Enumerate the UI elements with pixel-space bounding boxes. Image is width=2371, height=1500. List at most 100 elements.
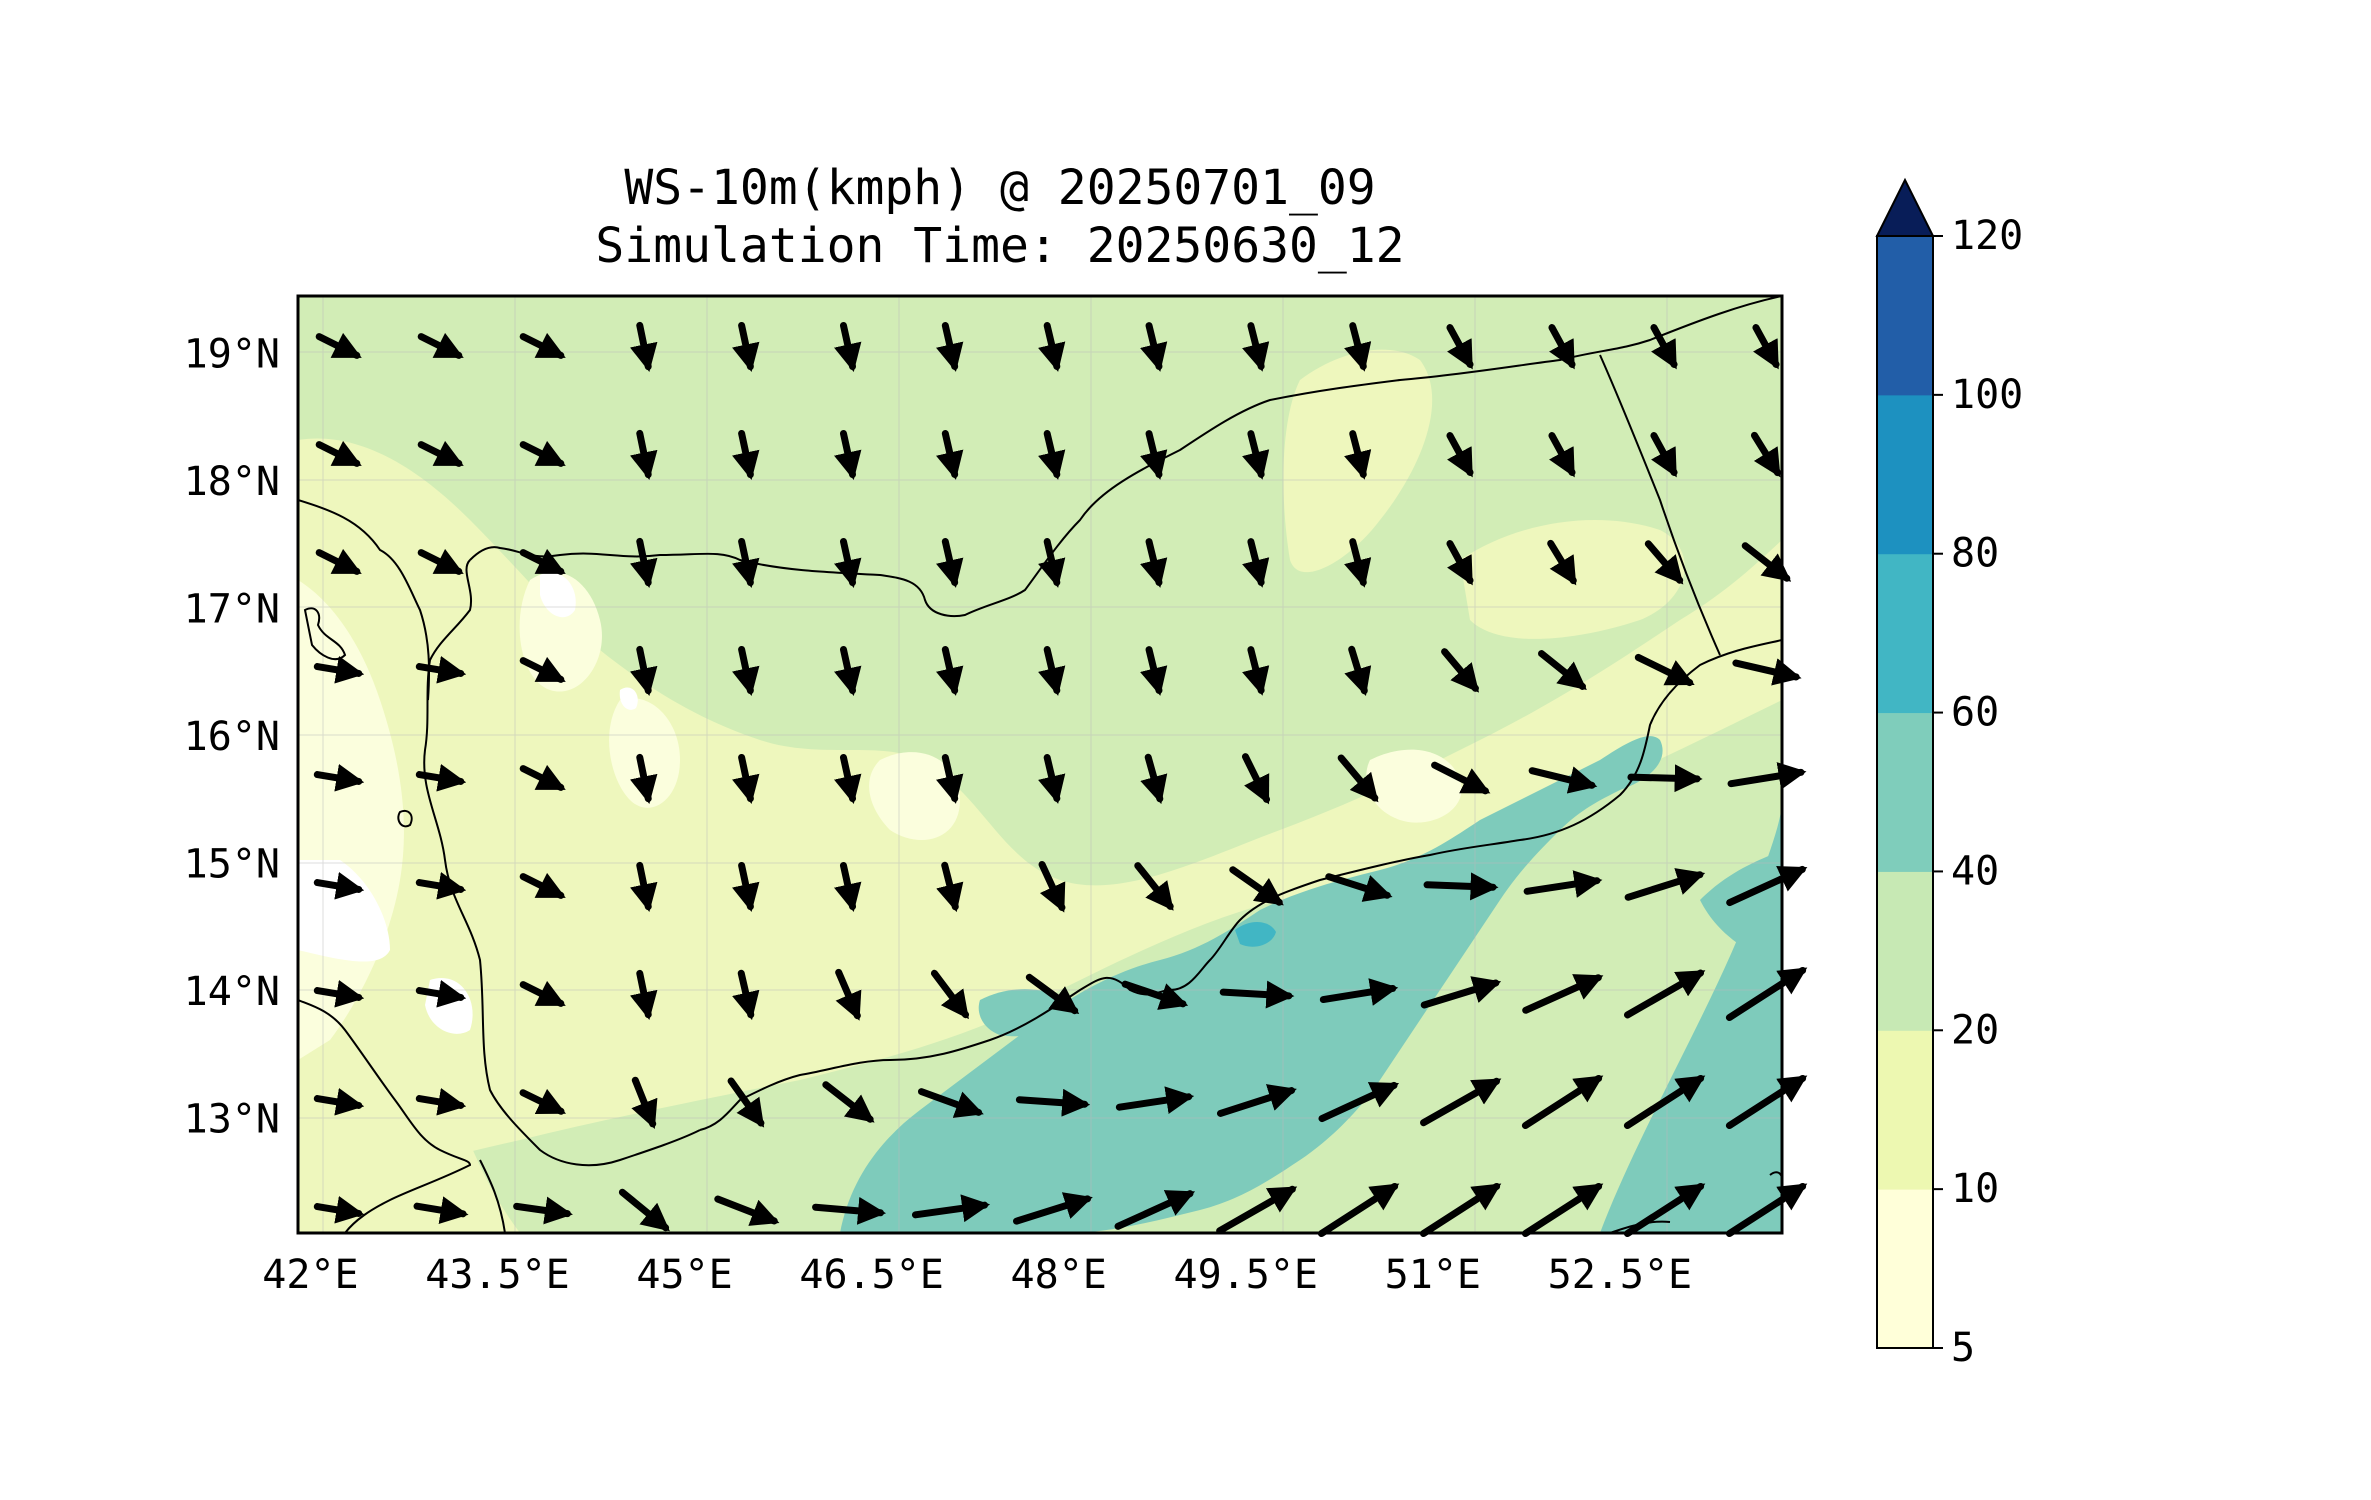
wind-arrow <box>519 1088 567 1115</box>
wind-arrow <box>1752 324 1780 370</box>
lat-tick-label: 18°N <box>184 459 280 505</box>
wind-arrow <box>1317 1182 1400 1238</box>
wind-arrow <box>315 440 362 467</box>
wind-arrow <box>1650 324 1678 370</box>
lon-tick-label: 45°E <box>636 1252 732 1298</box>
wind-arrow <box>1523 870 1603 898</box>
wind-arrow <box>1726 865 1808 907</box>
wind-arrow <box>630 429 658 481</box>
wind-arrow <box>630 753 658 805</box>
wind-arrow <box>1344 430 1372 480</box>
wind-arrow <box>1325 873 1393 902</box>
wind-arrow <box>415 871 467 900</box>
wind-arrow <box>313 763 365 792</box>
wind-arrow <box>936 430 964 480</box>
wind-arrow <box>1242 322 1270 372</box>
wind-arrow <box>1140 538 1168 588</box>
wind-arrow <box>1725 1074 1808 1130</box>
wind-arrow <box>1522 974 1604 1014</box>
lat-tick-label: 13°N <box>184 1096 280 1142</box>
longitude-ticks: 42°E 43.5°E 45°E 46.5°E 48°E 49.5°E 51°E 52.5°E <box>262 1252 1692 1298</box>
wind-arrow <box>519 980 566 1007</box>
wind-arrow <box>1623 969 1706 1019</box>
wind-arrow <box>1038 430 1066 480</box>
wind-arrow <box>834 861 862 912</box>
wind-arrow <box>1121 980 1189 1010</box>
wind-arrow <box>1623 1182 1706 1238</box>
wind-arrow <box>936 646 964 696</box>
wind-arrow <box>1242 538 1270 588</box>
lon-tick-label: 42°E <box>262 1252 358 1298</box>
african-coast <box>298 999 472 1233</box>
wind-arrow <box>1344 322 1372 372</box>
lat-tick-label: 16°N <box>184 714 280 760</box>
wind-arrow <box>732 861 760 913</box>
wind-arrow <box>936 538 964 588</box>
chart-title-line1: WS-10m(kmph) @ 20250701_09 <box>624 160 1376 216</box>
colorbar-tick-label: 40 <box>1951 848 1999 894</box>
wind-arrow <box>1548 432 1576 478</box>
wind-arrow <box>1727 762 1807 790</box>
wind-arrow <box>1013 1192 1093 1225</box>
wind-arrow <box>313 1195 365 1224</box>
colorbar-extend-arrow <box>1875 177 1935 237</box>
wind-arrow <box>1538 650 1587 690</box>
wind-arrow <box>1420 976 1502 1009</box>
wind-arrow <box>1634 653 1695 687</box>
wind-arrow <box>631 1076 658 1129</box>
wind-arrow <box>417 548 464 575</box>
lon-tick-label: 43.5°E <box>425 1252 570 1298</box>
wind-arrow <box>1038 754 1066 804</box>
wind-arrow <box>417 332 464 359</box>
yemen-red-sea-coast <box>423 559 701 1167</box>
colorbar-tick-label: 10 <box>1951 1166 1999 1212</box>
wind-arrow <box>1140 753 1168 805</box>
wind-vectors <box>313 321 1808 1238</box>
wind-arrow <box>732 969 760 1021</box>
wind-arrow <box>1650 432 1678 478</box>
wind-arrow <box>936 322 964 372</box>
wind-arrow <box>313 871 365 900</box>
colorbar-segment <box>1877 553 1933 714</box>
wind-arrow <box>415 763 467 792</box>
wind-arrow <box>1623 1074 1706 1130</box>
wind-arrow <box>1521 1074 1604 1130</box>
wind-arrow <box>1038 860 1066 913</box>
wind-arrow <box>834 645 862 696</box>
kamaran-island <box>397 809 413 828</box>
wind-arrow <box>1446 432 1474 478</box>
colorbar-segment <box>1877 712 1933 872</box>
wind-arrow <box>1624 868 1706 901</box>
wind-arrow <box>1725 966 1808 1022</box>
wind-arrow <box>1216 1084 1297 1117</box>
lon-tick-label: 51°E <box>1385 1252 1481 1298</box>
wind-arrow <box>917 1088 984 1118</box>
wind-arrow <box>1725 1182 1808 1238</box>
wind-arrow <box>1140 646 1168 696</box>
wind-arrow <box>732 537 760 589</box>
farasan-islands <box>303 607 347 661</box>
wind-arrow <box>1229 866 1284 906</box>
wind-arrow <box>417 440 464 467</box>
wind-arrow <box>812 1196 887 1225</box>
wind-arrow <box>1750 431 1782 478</box>
wind-arrow <box>313 979 365 1008</box>
wind-arrow <box>1431 761 1491 795</box>
wind-arrow <box>911 1194 991 1223</box>
colorbar-tick-label: 5 <box>1951 1325 1975 1371</box>
lat-tick-label: 14°N <box>184 969 280 1015</box>
wind-arrow <box>732 645 760 697</box>
wind-arrow <box>834 753 862 804</box>
wind-arrow <box>822 1081 875 1123</box>
red-sea-coast-north <box>298 499 431 701</box>
wind-arrow <box>1644 540 1684 585</box>
wind-arrow <box>1134 862 1174 911</box>
wind-arrow <box>1521 1182 1604 1238</box>
wind-arrow <box>936 754 964 804</box>
colorbar-segment <box>1877 236 1933 396</box>
wind-arrow <box>315 548 362 575</box>
wind-arrow <box>1038 538 1066 588</box>
wind-arrow <box>732 753 760 805</box>
lon-tick-label: 46.5°E <box>799 1252 944 1298</box>
